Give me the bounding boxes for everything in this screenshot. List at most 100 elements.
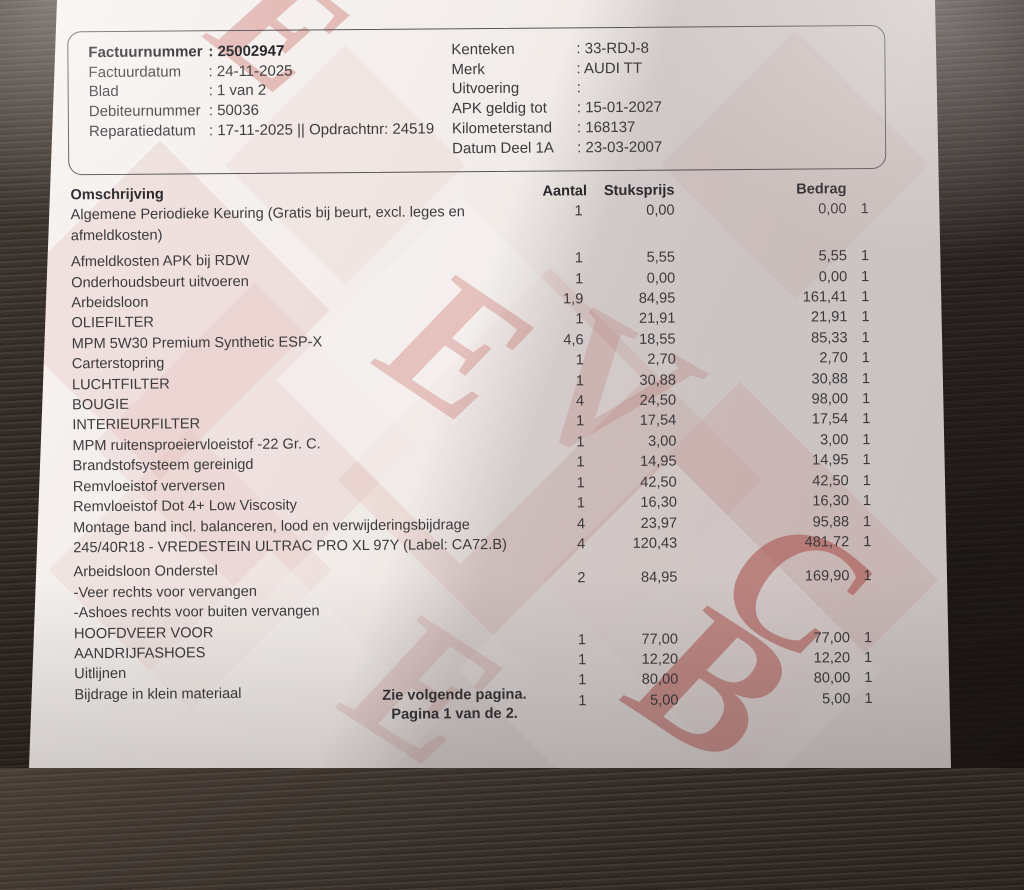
- cell-description: 245/40R18 - VREDESTEIN ULTRAC PRO XL 97Y…: [73, 536, 507, 557]
- cell-vat-code: 1: [864, 670, 873, 687]
- cell-vat-code: 1: [864, 649, 873, 666]
- cell-quantity: 4: [576, 515, 586, 532]
- cell-unit-price: 18,55: [639, 331, 676, 348]
- cell-unit-price: 120,43: [632, 535, 678, 552]
- invoice-paper: E E V C B E Factuurnummer : 25002947: [29, 0, 951, 768]
- cell-vat-code: 1: [863, 568, 872, 585]
- cell-vat-code: 1: [863, 533, 872, 550]
- cell-vat-code: 1: [862, 513, 872, 530]
- cell-unit-price: 30,88: [639, 372, 677, 389]
- cell-amount: [678, 607, 850, 629]
- cell-unit-price: 0,00: [646, 270, 676, 287]
- invoice-content: Factuurnummer : 25002947 Factuurdatum : …: [33, 0, 945, 768]
- cell-vat-code: 1: [861, 329, 870, 346]
- meta-value: :: [576, 79, 581, 97]
- page-footer: Zie volgende pagina. Pagina 1 van de 2.: [74, 683, 834, 727]
- cell-vat-code: 1: [861, 309, 870, 326]
- cell-quantity: 1: [576, 454, 585, 471]
- cell-vat-code: 1: [862, 493, 872, 510]
- invoice-meta-line: Uitvoering :: [452, 78, 662, 99]
- cell-amount: 2,70: [819, 350, 848, 367]
- meta-value: : 25002947: [208, 42, 285, 61]
- photo-background: E E V C B E Factuurnummer : 25002947: [0, 0, 1024, 768]
- cell-unit-price: 84,95: [640, 569, 678, 587]
- cell-quantity: 1: [576, 495, 585, 512]
- invoice-meta-line: Reparatiedatum : 17-11-2025 || Opdrachtn…: [89, 119, 434, 141]
- cell-amount: 3,00: [819, 432, 849, 449]
- cell-unit-price: 16,30: [640, 494, 677, 511]
- table-row: Algemene Periodieke Keuring (Gratis bij …: [71, 199, 883, 246]
- cell-amount: [678, 587, 850, 609]
- cell-quantity: 1: [575, 372, 585, 389]
- cell-unit-price: 24,50: [639, 392, 677, 409]
- cell-quantity: 1: [577, 631, 587, 648]
- cell-quantity: 4,6: [563, 332, 584, 349]
- column-header-unit-price: Stuksprijs: [603, 182, 675, 200]
- invoice-meta-line: Debiteurnummer : 50036: [89, 100, 434, 122]
- invoice-meta-line: Kenteken : 33-RDJ-8: [451, 39, 661, 60]
- meta-label: Reparatiedatum: [88, 122, 196, 140]
- cell-unit-price: 21,91: [638, 310, 676, 328]
- cell-vat-code: 1: [860, 201, 869, 218]
- cell-vat-code: 1: [863, 629, 873, 646]
- cell-vat-code: 1: [862, 411, 871, 428]
- cell-unit-price: 42,50: [640, 474, 677, 491]
- cell-vat-code: [850, 587, 886, 608]
- cell-unit-price: 17,54: [639, 412, 677, 430]
- cell-quantity: 1: [574, 250, 584, 267]
- cell-vat-code: 1: [862, 452, 871, 469]
- cell-amount: 14,95: [812, 452, 849, 469]
- invoice-meta-line: Kilometerstand : 168137: [452, 117, 662, 138]
- cell-quantity: 1: [574, 270, 584, 287]
- cell-quantity: [546, 609, 586, 630]
- meta-value: : 1 van 2: [208, 82, 267, 100]
- meta-value: : AUDI TT: [576, 59, 643, 78]
- cell-amount: 12,20: [813, 650, 851, 667]
- invoice-meta-left: Factuurnummer : 25002947 Factuurdatum : …: [88, 40, 434, 141]
- cell-amount: 161,41: [802, 289, 848, 306]
- cell-amount: 169,90: [804, 568, 850, 585]
- meta-label: Kenteken: [451, 40, 515, 59]
- invoice-header-box: Factuurnummer : 25002947 Factuurdatum : …: [67, 24, 887, 176]
- meta-label: Uitvoering: [451, 80, 520, 98]
- invoice-meta-line: Factuurdatum : 24-11-2025: [88, 60, 433, 82]
- cell-unit-price: 0,00: [646, 202, 675, 220]
- cell-unit-price: 84,95: [638, 290, 676, 307]
- cell-quantity: 2: [577, 570, 586, 587]
- meta-label: Factuurdatum: [88, 63, 182, 81]
- cell-quantity: [546, 589, 586, 610]
- cell-unit-price: 23,97: [640, 515, 678, 532]
- cell-unit-price: 3,00: [647, 433, 677, 450]
- cell-vat-code: [850, 607, 886, 628]
- cell-amount: 16,30: [812, 493, 849, 510]
- cell-vat-code: 1: [864, 690, 873, 707]
- cell-unit-price: 14,95: [640, 453, 677, 471]
- meta-label: Factuurnummer: [88, 43, 203, 62]
- invoice-meta-right: Kenteken : 33-RDJ-8 Merk : AUDI TT Uitvo…: [451, 39, 662, 159]
- meta-value: : 24-11-2025: [208, 62, 293, 80]
- cell-vat-code: 1: [862, 431, 871, 448]
- cell-vat-code: 1: [861, 391, 871, 408]
- cell-vat-code: 1: [861, 289, 870, 306]
- cell-quantity: 1: [576, 474, 585, 492]
- cell-quantity: 1: [577, 652, 587, 669]
- meta-value: : 17-11-2025 || Opdrachtnr: 24519: [208, 120, 435, 140]
- cell-amount: 21,91: [810, 309, 848, 326]
- cell-amount: 0,00: [818, 201, 847, 218]
- meta-value: : 23-03-2007: [577, 138, 663, 156]
- cell-amount: 0,00: [818, 268, 848, 286]
- cell-vat-code: 1: [861, 268, 870, 285]
- cell-amount: 17,54: [811, 411, 849, 428]
- meta-label: Blad: [88, 83, 119, 101]
- cell-amount: 5,55: [818, 248, 848, 265]
- cell-vat-code: 1: [860, 248, 870, 265]
- cell-amount: 481,72: [804, 534, 850, 551]
- cell-amount: 95,88: [812, 513, 850, 530]
- invoice-meta-line: Blad : 1 van 2: [89, 80, 434, 102]
- cell-amount: 42,50: [812, 472, 849, 490]
- cell-amount: 30,88: [811, 370, 849, 388]
- cell-unit-price: [586, 609, 678, 630]
- meta-label: Merk: [451, 60, 485, 78]
- cell-quantity: 4: [577, 536, 586, 553]
- meta-label: Debiteurnummer: [88, 102, 201, 121]
